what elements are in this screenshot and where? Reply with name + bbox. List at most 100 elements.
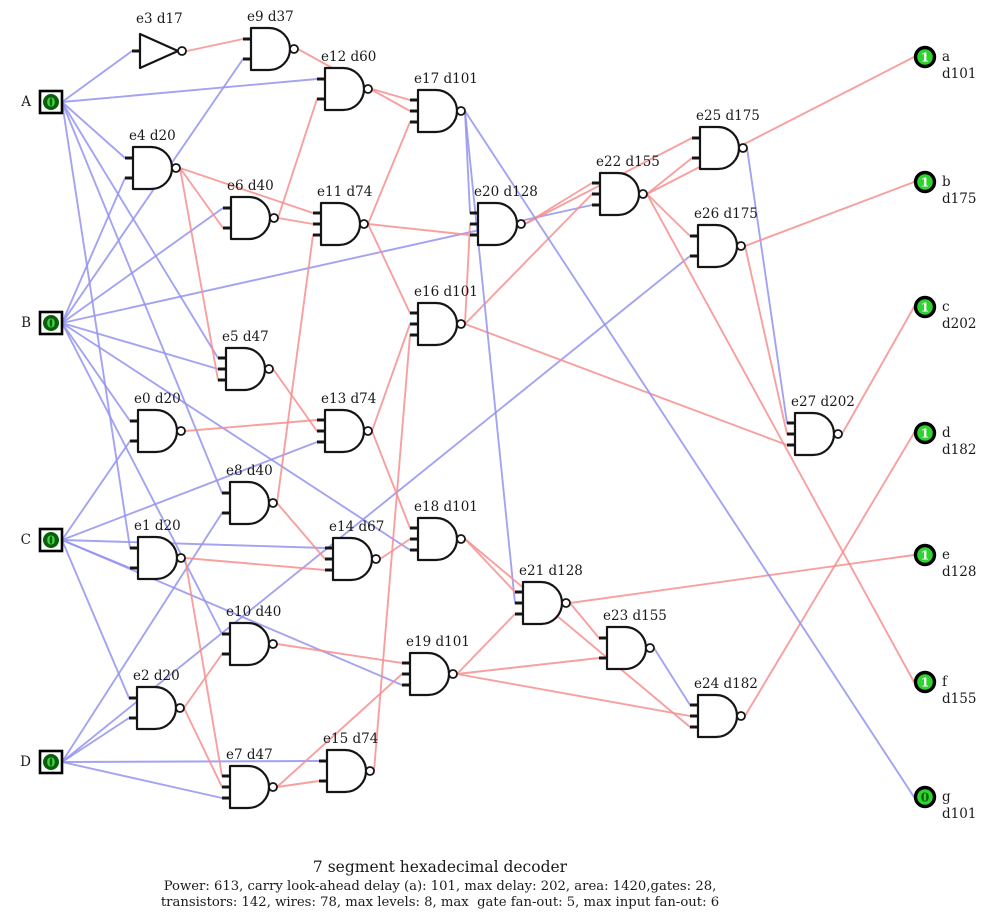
output-bubble bbox=[371, 554, 381, 564]
output-state-circle bbox=[913, 45, 937, 69]
nand-body bbox=[416, 516, 459, 562]
wire-e17-to-g bbox=[464, 110, 915, 798]
wires-layer bbox=[61, 38, 915, 799]
wire-B-to-e10-0 bbox=[61, 322, 223, 635]
wire-B-to-e9-1 bbox=[61, 58, 244, 324]
input-state-circle bbox=[43, 754, 59, 770]
gate-e15: e15 d74 bbox=[319, 731, 378, 794]
inverter-body bbox=[138, 32, 180, 70]
wire-D-to-e7-2 bbox=[61, 761, 223, 799]
wire-e21-to-e bbox=[569, 554, 915, 604]
gate-label-e14: e14 d67 bbox=[329, 519, 384, 535]
output-state-circle bbox=[913, 785, 937, 809]
wire-e27-to-c bbox=[841, 306, 915, 435]
stats-line-2: transistors: 142, wires: 78, max levels:… bbox=[160, 895, 720, 910]
wire-e20-to-e22-0 bbox=[524, 182, 593, 225]
gate-label-e2: e2 d20 bbox=[133, 668, 180, 684]
wire-e18-to-e24-2 bbox=[464, 538, 691, 728]
wire-A-to-e3-0 bbox=[61, 50, 133, 103]
wire-B-to-e0-0 bbox=[61, 322, 131, 422]
wire-A-to-e1-0 bbox=[61, 101, 131, 549]
wire-e11-to-e20-2 bbox=[367, 223, 471, 236]
gate-label-e18: e18 d101 bbox=[414, 499, 478, 515]
gate-e25: e25 d175 bbox=[692, 108, 760, 171]
output-delay-b: d175 bbox=[942, 191, 976, 207]
wire-e26-to-e27-1 bbox=[744, 245, 788, 435]
output-bubble bbox=[456, 534, 466, 544]
nand-body bbox=[224, 346, 267, 392]
output-delay-e: d128 bbox=[942, 564, 976, 580]
gate-label-e7: e7 d47 bbox=[226, 747, 273, 763]
output-delay-g: d101 bbox=[942, 806, 976, 822]
wire-e22-to-e25-1 bbox=[646, 157, 693, 195]
gate-e3: e3 d17 bbox=[132, 11, 187, 70]
wire-e16-to-e27-2 bbox=[464, 323, 788, 446]
output-bubble bbox=[176, 426, 186, 436]
gate-label-e24: e24 d182 bbox=[694, 676, 758, 692]
wire-e2-to-e7-1 bbox=[183, 707, 223, 788]
nand-body bbox=[605, 625, 648, 671]
wire-B-to-e5-1 bbox=[61, 322, 219, 370]
nand-body bbox=[228, 480, 271, 526]
wire-e13-to-e16-1 bbox=[371, 323, 411, 432]
gate-label-e21: e21 d128 bbox=[519, 563, 583, 579]
nand-body bbox=[135, 685, 178, 731]
gate-label-e19: e19 d101 bbox=[406, 634, 470, 650]
wire-B-to-e18-2 bbox=[61, 322, 411, 551]
gate-e23: e23 d155 bbox=[599, 608, 667, 671]
gate-label-e1: e1 d20 bbox=[134, 518, 181, 534]
output-bubble bbox=[738, 143, 748, 153]
gate-label-e8: e8 d40 bbox=[226, 463, 273, 479]
input-label-B: B bbox=[21, 315, 31, 331]
input-value: 0 bbox=[47, 95, 56, 110]
gate-label-e10: e10 d40 bbox=[226, 604, 281, 620]
input-state-circle bbox=[43, 315, 59, 331]
gate-e19: e19 d101 bbox=[402, 634, 470, 697]
nand-body bbox=[323, 408, 366, 454]
gate-e24: e24 d182 bbox=[690, 676, 758, 739]
wire-e13-to-e18-0 bbox=[371, 430, 411, 529]
output-label-f: f bbox=[942, 674, 948, 690]
gate-e1: e1 d20 bbox=[130, 518, 186, 581]
wire-e24-to-d bbox=[744, 432, 915, 717]
diagram-title: 7 segment hexadecimal decoder bbox=[312, 858, 568, 876]
wire-e0-to-e13-0 bbox=[184, 419, 318, 432]
output-state-circle bbox=[913, 295, 937, 319]
input-state-circle bbox=[43, 532, 59, 548]
wire-C-to-e19-2 bbox=[61, 539, 403, 686]
output-bubble bbox=[359, 219, 369, 229]
nand-body bbox=[331, 536, 374, 582]
wire-A-to-e8-0 bbox=[61, 101, 223, 494]
output-delay-c: d202 bbox=[942, 316, 976, 332]
output-bubble bbox=[561, 598, 571, 608]
gate-e7: e7 d47 bbox=[222, 747, 278, 810]
gate-label-e3: e3 d17 bbox=[136, 11, 183, 27]
wire-e2-to-e10-1 bbox=[183, 653, 223, 709]
wire-e16-to-e22-1 bbox=[464, 193, 593, 325]
output-bubble bbox=[269, 213, 279, 223]
wire-e25-to-e27-0 bbox=[746, 147, 788, 424]
gate-e18: e18 d101 bbox=[410, 499, 478, 562]
gate-e27: e27 d202 bbox=[787, 394, 855, 457]
wire-e6-to-e11-1 bbox=[277, 217, 314, 225]
wire-e17-to-e21-1 bbox=[464, 110, 516, 604]
gate-label-e20: e20 d128 bbox=[474, 184, 538, 200]
output-bubble bbox=[264, 364, 274, 374]
wire-e21-to-e23-0 bbox=[569, 602, 600, 639]
wire-D-to-e26-1 bbox=[61, 255, 691, 763]
wire-B-to-e4-1 bbox=[61, 177, 126, 324]
output-label-d: d bbox=[942, 425, 951, 441]
gate-label-e9: e9 d37 bbox=[247, 9, 294, 25]
wire-e23-to-e24-0 bbox=[653, 647, 691, 706]
stats-line-1: Power: 613, carry look-ahead delay (a): … bbox=[163, 879, 717, 894]
